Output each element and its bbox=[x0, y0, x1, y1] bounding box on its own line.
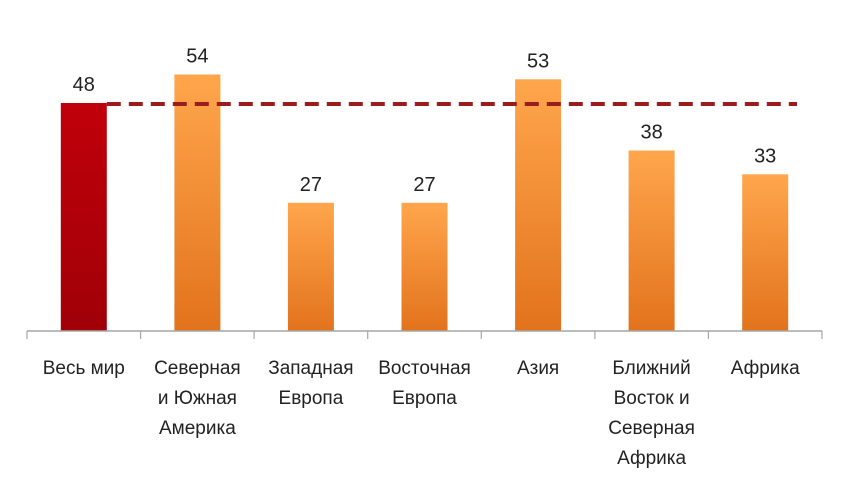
category-label-6: Африка bbox=[731, 358, 800, 379]
value-label-5: 38 bbox=[640, 122, 662, 144]
value-labels-group: 48 54 27 27 53 38 33 bbox=[73, 46, 777, 196]
category-label-0: Весь мир bbox=[43, 358, 125, 379]
category-label-2-line-0: Западная bbox=[268, 358, 353, 379]
category-label-5-line-3: Африка bbox=[617, 448, 686, 469]
bars-group bbox=[60, 74, 789, 332]
category-label-2-line-1: Европа bbox=[279, 388, 344, 409]
value-label-1: 54 bbox=[186, 46, 208, 68]
value-label-6: 33 bbox=[754, 145, 776, 167]
category-label-2: Западная Европа bbox=[268, 358, 353, 409]
bar-1 bbox=[174, 74, 221, 331]
category-label-5-line-2: Северная bbox=[608, 418, 695, 439]
value-label-4: 53 bbox=[527, 50, 549, 72]
category-labels-group: Весь мир Северная и Южная Америка Западная Ев… bbox=[43, 358, 800, 469]
bar-2 bbox=[287, 202, 334, 332]
category-label-3: Восточная Европа bbox=[378, 358, 471, 409]
category-label-1-line-2: Америка bbox=[159, 418, 236, 439]
category-label-5-line-1: Восток и bbox=[614, 388, 690, 409]
category-label-3-line-1: Европа bbox=[392, 388, 457, 409]
bar-0 bbox=[60, 103, 107, 331]
category-label-1: Северная и Южная Америка bbox=[154, 358, 241, 439]
value-label-2: 27 bbox=[300, 174, 322, 196]
category-label-1-line-1: и Южная bbox=[158, 388, 237, 409]
category-label-4-line-0: Азия bbox=[517, 358, 559, 379]
category-label-0-line-0: Весь мир bbox=[43, 358, 125, 379]
category-label-3-line-0: Восточная bbox=[378, 358, 471, 379]
bar-5 bbox=[628, 150, 675, 331]
bar-4 bbox=[515, 79, 562, 332]
axis-ticks-group bbox=[26, 331, 823, 339]
category-label-4: Азия bbox=[517, 358, 559, 379]
value-label-3: 27 bbox=[413, 174, 435, 196]
category-label-1-line-0: Северная bbox=[154, 358, 241, 379]
value-label-0: 48 bbox=[73, 74, 95, 96]
bar-6 bbox=[742, 174, 789, 332]
category-label-6-line-0: Африка bbox=[731, 358, 800, 379]
bar-3 bbox=[401, 202, 448, 332]
category-label-5: Ближний Восток и Северная Африка bbox=[608, 358, 695, 469]
category-label-5-line-0: Ближний bbox=[612, 358, 690, 379]
